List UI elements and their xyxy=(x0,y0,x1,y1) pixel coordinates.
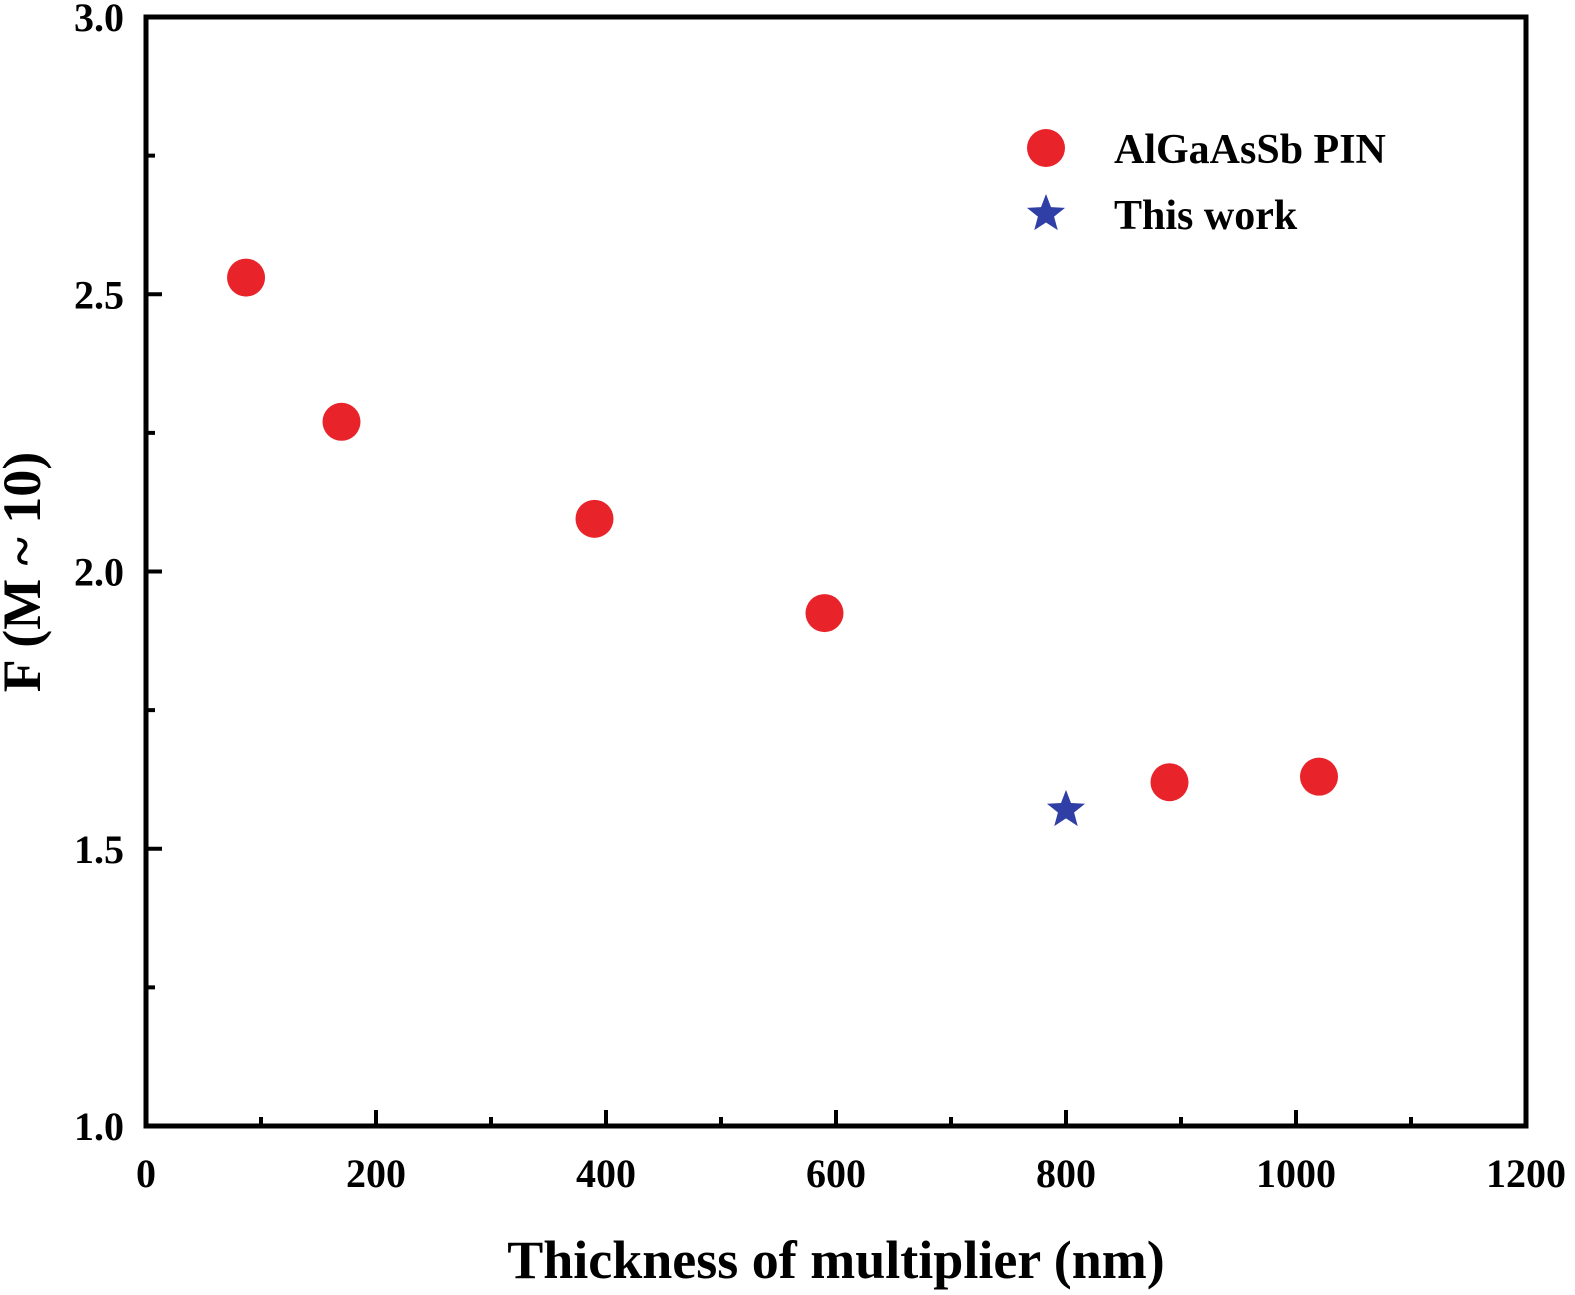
x-tick-label: 1200 xyxy=(1486,1151,1566,1196)
y-tick-label: 3.0 xyxy=(74,0,124,40)
legend-marker-circle xyxy=(1027,129,1065,167)
x-tick-label: 0 xyxy=(136,1151,156,1196)
data-point-circle xyxy=(322,402,361,441)
y-axis-title: F (M ~ 10) xyxy=(0,452,52,693)
ticks-layer: 0 200 400 600 800 1000 1200 1.0 1.5 2.0 2.5 3.0 xyxy=(74,0,1566,1196)
plot-frame xyxy=(143,14,1529,1129)
x-tick-label: 800 xyxy=(1036,1151,1096,1196)
legend-label: AlGaAsSb PIN xyxy=(1114,127,1386,173)
y-tick-label: 2.0 xyxy=(74,550,124,595)
x-tick-label: 600 xyxy=(806,1151,866,1196)
legend-label: This work xyxy=(1114,193,1298,239)
data-point-circle xyxy=(575,499,614,538)
y-tick-label: 1.5 xyxy=(74,827,124,872)
data-point-circle xyxy=(1300,757,1338,796)
y-tick-label: 1.0 xyxy=(74,1104,124,1149)
data-point-circle xyxy=(227,258,266,297)
x-tick-label: 400 xyxy=(576,1151,636,1196)
x-tick-label: 200 xyxy=(346,1151,406,1196)
x-axis-title: Thickness of multiplier (nm) xyxy=(507,1230,1165,1290)
x-tick-label: 1000 xyxy=(1256,1151,1336,1196)
data-point-circle xyxy=(1150,763,1189,802)
y-tick-label: 2.5 xyxy=(74,272,124,317)
legend-marker-star xyxy=(1026,194,1066,231)
marks-layer xyxy=(227,258,1338,827)
legend: AlGaAsSb PIN This work xyxy=(1026,127,1386,239)
data-point-circle xyxy=(805,594,844,633)
data-point-star xyxy=(1046,789,1086,827)
